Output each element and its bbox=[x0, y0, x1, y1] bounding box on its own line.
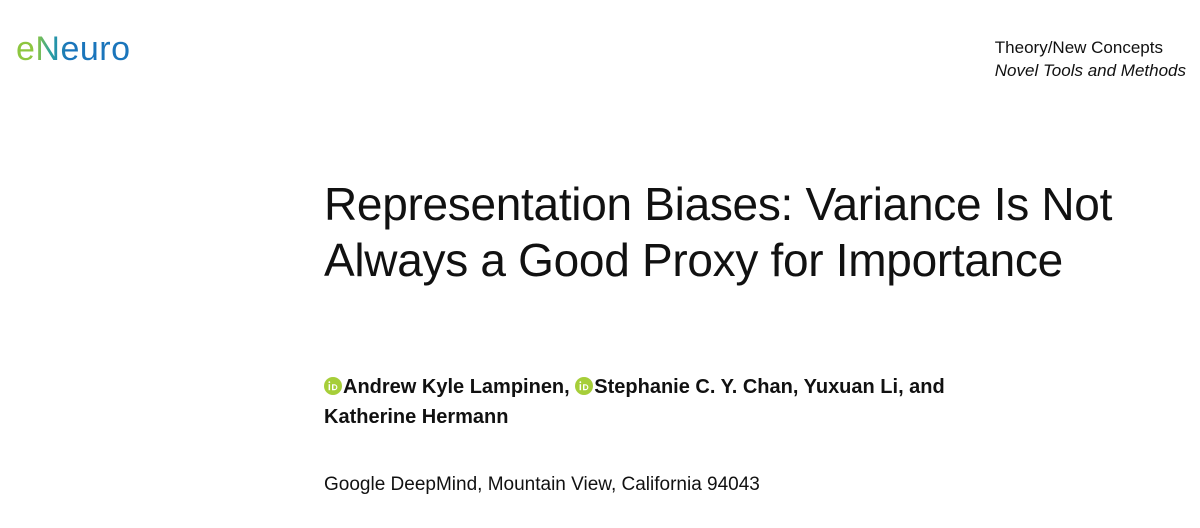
section: Theory/New Concepts bbox=[994, 38, 1163, 57]
author: Stephanie C. Y. Chan, bbox=[575, 376, 798, 398]
author-list: Andrew Kyle Lampinen, Stephanie C. Y. Ch… bbox=[324, 372, 1064, 432]
journal-logo[interactable]: eNeuro bbox=[16, 30, 131, 68]
author-name: Andrew Kyle Lampinen, bbox=[343, 376, 570, 398]
author-name: Yuxuan Li, and bbox=[803, 376, 945, 398]
orcid-icon[interactable] bbox=[324, 377, 342, 395]
affiliation: Google DeepMind, Mountain View, Californ… bbox=[324, 474, 760, 495]
orcid-icon[interactable] bbox=[575, 377, 594, 395]
author: Yuxuan Li, and bbox=[804, 376, 945, 398]
author: Andrew Kyle Lampinen, bbox=[324, 376, 570, 398]
author-name: Katherine Hermann bbox=[324, 406, 509, 428]
article-type: Theory/New Concepts Novel Tools and Meth… bbox=[995, 36, 1186, 82]
article-title: Representation Biases: Variance Is Not A… bbox=[324, 178, 1113, 286]
author: Katherine Hermann bbox=[324, 406, 509, 428]
author-name: Stephanie C. Y. Chan, bbox=[594, 376, 799, 398]
subsection: Novel Tools and Methods bbox=[994, 61, 1186, 80]
